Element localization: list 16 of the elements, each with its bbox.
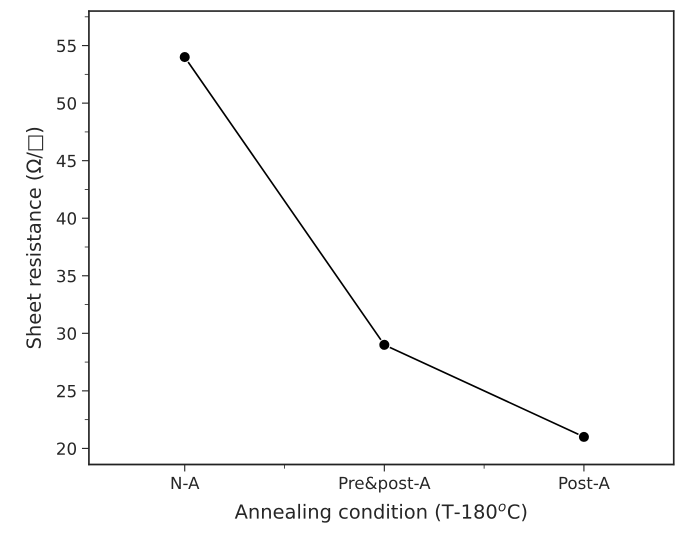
- point: [178, 51, 191, 64]
- x-tick-label: Post-A: [560, 476, 610, 490]
- y-tick-label: 45: [56, 154, 76, 168]
- y-tick-label: 20: [57, 442, 76, 455]
- y-axis-title: Sheet resistance (Ω/□): [26, 128, 44, 348]
- y-tick-label: 40: [56, 212, 76, 225]
- point: [578, 430, 590, 443]
- y-tick-label: 25: [57, 384, 76, 398]
- x-axis-title: Annealing condition (T-180$^{o}$C): [234, 504, 526, 523]
- x-tick-label: Pre&post-A: [340, 476, 430, 492]
- point: [378, 338, 390, 351]
- y-tick-label: 35: [57, 270, 76, 282]
- y-tick-label: 30: [57, 327, 76, 340]
- y-tick-label: 50: [57, 97, 76, 110]
- y-tick-label: 55: [57, 40, 76, 52]
- x-tick-label: N-A: [172, 476, 200, 489]
